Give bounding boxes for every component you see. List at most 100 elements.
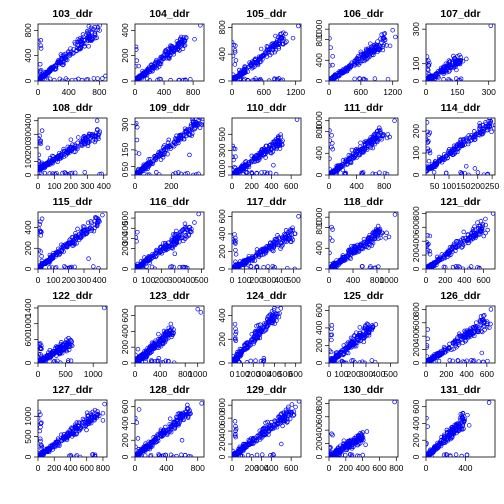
data-point	[38, 247, 42, 253]
data-point	[182, 221, 188, 227]
data-point	[232, 42, 236, 48]
y-tick-label: 0	[314, 78, 324, 83]
data-point	[239, 71, 244, 77]
data-point	[348, 340, 353, 345]
data-point	[81, 41, 87, 47]
panel-title: 121_ddr	[440, 196, 480, 208]
data-point	[464, 238, 470, 243]
data-point	[332, 73, 338, 78]
data-point	[53, 172, 58, 175]
points-group	[426, 212, 495, 269]
plot-frame	[328, 211, 399, 270]
data-point	[451, 243, 456, 248]
y-tick-label: 100	[411, 56, 421, 70]
data-point	[426, 343, 430, 348]
data-point	[346, 159, 351, 164]
data-point	[149, 359, 155, 363]
data-point	[232, 266, 234, 269]
data-point	[156, 343, 162, 348]
data-point	[250, 60, 256, 66]
data-point	[71, 51, 76, 56]
data-point	[487, 325, 492, 330]
data-point	[361, 52, 367, 57]
data-point	[50, 256, 56, 261]
data-point	[369, 44, 374, 49]
data-point	[380, 44, 386, 49]
data-point	[140, 355, 145, 361]
y-tick-label: 400	[217, 227, 227, 241]
data-point	[468, 264, 474, 269]
data-point	[135, 122, 138, 127]
x-tick-label: 1200	[383, 87, 402, 97]
data-point	[488, 118, 494, 124]
data-point	[263, 148, 269, 154]
data-point	[427, 233, 433, 239]
x-tick-label: 400	[459, 369, 473, 379]
data-point	[96, 217, 102, 223]
data-point	[38, 360, 44, 363]
data-point	[161, 56, 167, 61]
data-point	[352, 76, 357, 81]
x-tick-label: 0	[36, 275, 41, 285]
data-point	[72, 264, 77, 269]
data-point	[450, 245, 456, 250]
data-point	[156, 356, 162, 361]
data-point	[250, 256, 255, 261]
y-tick-label: 200	[411, 342, 421, 356]
data-point	[196, 212, 201, 217]
data-point	[470, 135, 476, 140]
data-point	[490, 212, 495, 216]
data-point	[232, 48, 238, 53]
y-tick-label: 200	[411, 124, 421, 138]
data-point	[390, 27, 395, 33]
data-point	[273, 171, 279, 175]
data-point	[67, 241, 73, 246]
data-point	[329, 337, 334, 343]
data-point	[275, 41, 281, 46]
data-point	[450, 358, 455, 363]
data-point	[348, 256, 353, 261]
data-point	[426, 148, 431, 154]
data-point	[38, 158, 41, 164]
data-point	[76, 135, 81, 140]
data-point	[183, 265, 189, 269]
data-point	[137, 169, 143, 174]
data-point	[198, 310, 204, 315]
x-tick-label: 600	[257, 87, 271, 97]
data-point	[234, 169, 240, 174]
data-point	[185, 265, 190, 269]
data-point	[138, 166, 144, 172]
data-point	[40, 73, 45, 79]
y-tick-label: 200	[120, 340, 130, 354]
data-point	[481, 324, 486, 329]
data-point	[262, 52, 267, 58]
x-tick-label: 200	[64, 181, 78, 191]
x-tick-label: 500	[287, 275, 301, 285]
data-point	[89, 226, 95, 232]
data-point	[86, 29, 91, 35]
data-point	[364, 48, 369, 53]
x-tick-label: 300	[77, 275, 91, 285]
data-point	[178, 43, 183, 49]
data-point	[38, 46, 44, 51]
data-point	[426, 336, 430, 342]
data-point	[441, 68, 446, 73]
x-tick-label: 0	[327, 369, 332, 379]
data-point	[426, 132, 432, 137]
panel-title: 123_ddr	[149, 290, 189, 302]
data-point	[360, 333, 365, 339]
data-point	[452, 339, 457, 345]
x-tick-label: 200	[164, 181, 178, 191]
data-point	[82, 224, 87, 230]
data-point	[45, 78, 51, 81]
data-point	[249, 171, 255, 175]
data-point	[329, 156, 332, 161]
data-point	[370, 171, 376, 175]
data-point	[161, 241, 166, 246]
panel-title: 111_ddr	[344, 102, 383, 114]
data-point	[261, 358, 267, 363]
data-point	[481, 317, 486, 323]
data-point	[456, 342, 461, 347]
data-point	[477, 121, 482, 126]
data-point	[186, 127, 192, 133]
